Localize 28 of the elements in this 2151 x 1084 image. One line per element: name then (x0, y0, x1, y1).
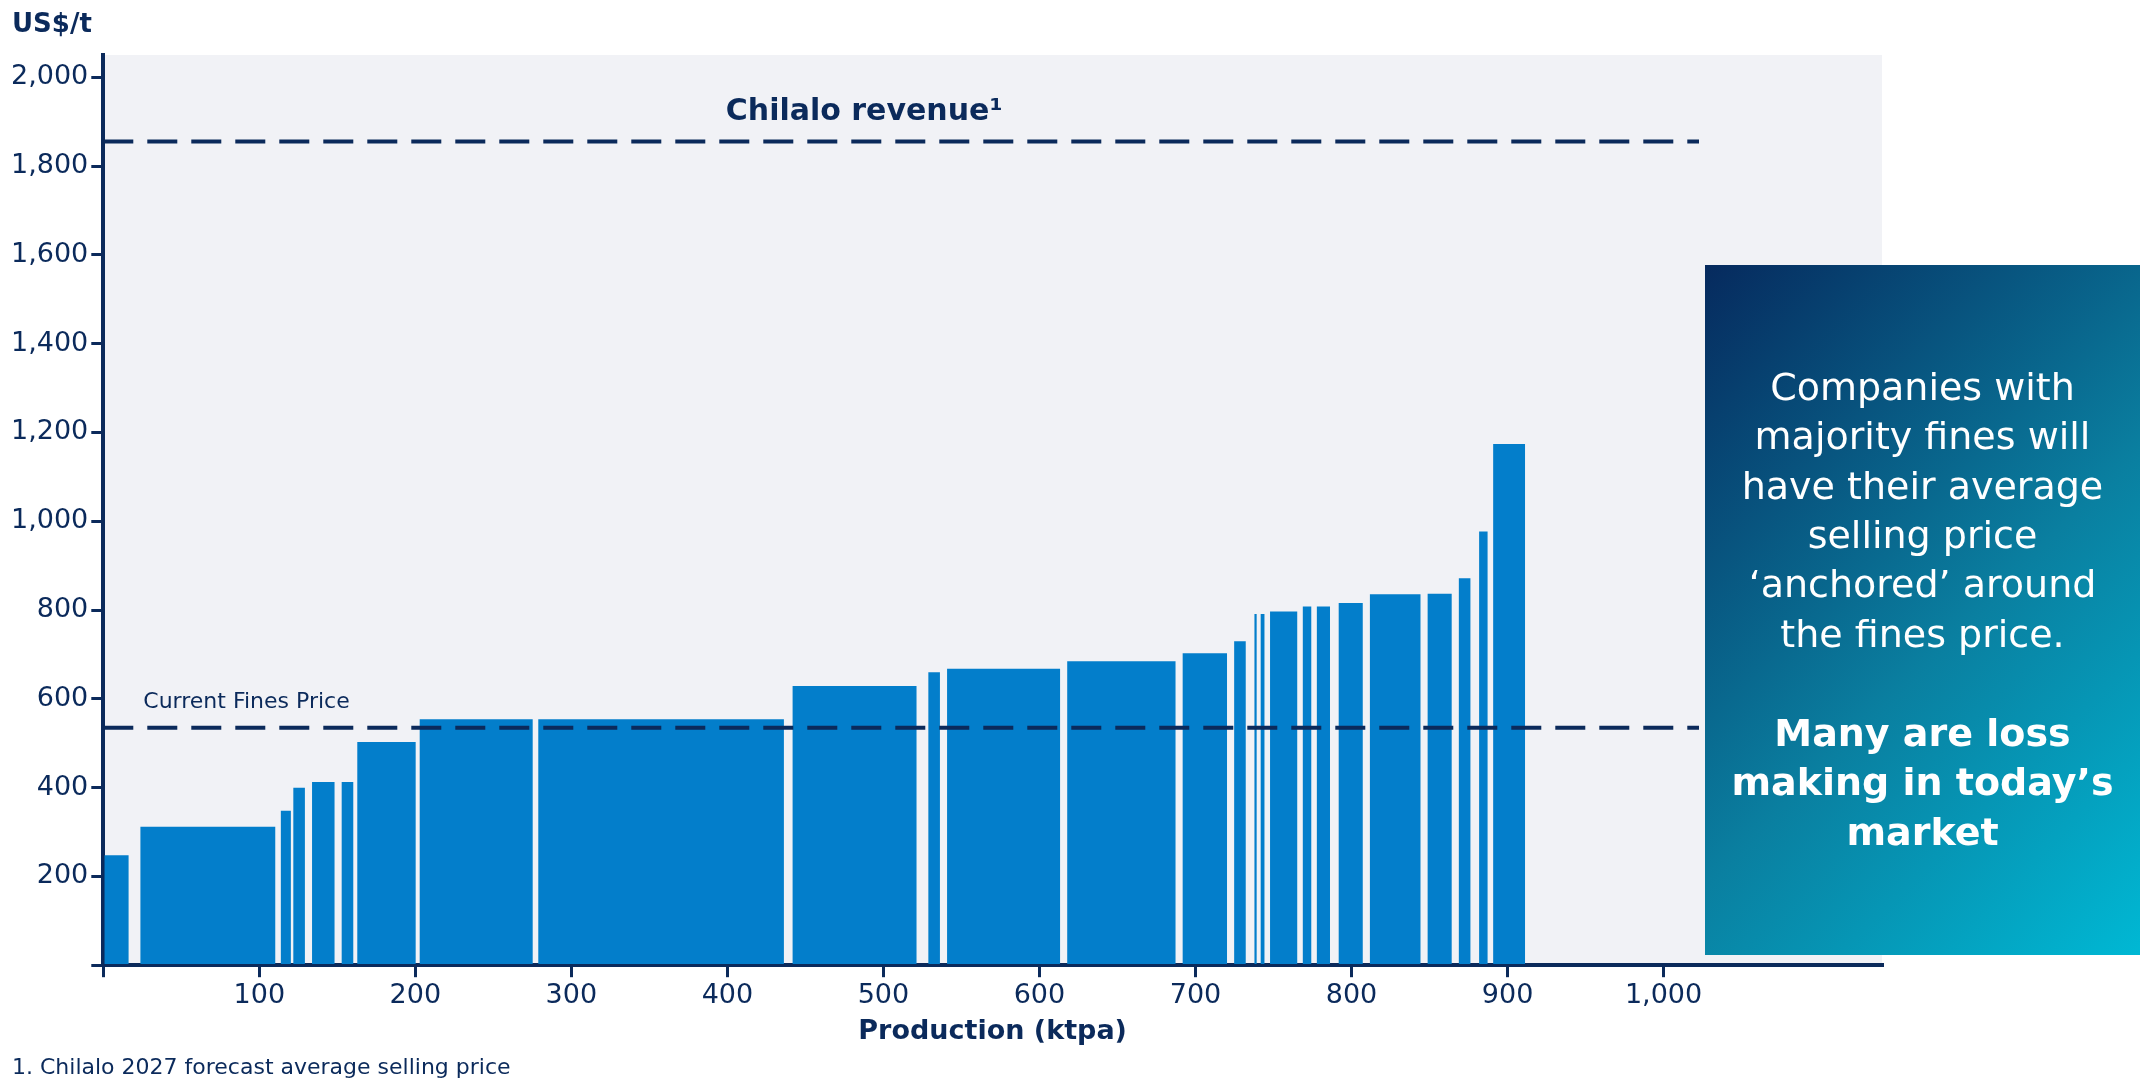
x-tick-label: 300 (545, 978, 598, 1010)
callout-box: Companies with majority fines will have their average selling price ‘anchored’ around the fines price. Many are loss making in today’s market (1705, 265, 2140, 955)
y-axis-title: US$/t (12, 8, 92, 38)
y-tick-label: 800 (36, 592, 89, 624)
x-tick-label: 200 (389, 978, 442, 1010)
x-axis-title: Production (ktpa) (858, 1013, 1127, 1045)
y-tick-label: 1,600 (11, 236, 89, 268)
x-tick-label: 900 (1481, 978, 1534, 1010)
x-tick-label: 100 (233, 978, 286, 1010)
text: 1. Chilalo 2027 forecast average selling price (12, 1054, 511, 1079)
y-tick-label: 1,000 (11, 503, 89, 535)
y-tick-label: 1,400 (11, 325, 89, 357)
x-tick-label: 600 (1013, 978, 1066, 1010)
x-tick-label: 800 (1325, 978, 1378, 1010)
x-tick-label: 700 (1169, 978, 1222, 1010)
x-tick-label: 500 (857, 978, 910, 1010)
annotation: Companies with majority fines will have their average selling price ‘anchored’ around the fines price. (1740, 363, 2105, 658)
y-tick-label: 2,000 (11, 59, 89, 91)
annotation: Many are loss making in today’s market (1730, 710, 2115, 856)
x-tick-label: 1,000 (1624, 978, 1703, 1010)
ref-line-label: Current Fines Price (143, 688, 350, 714)
y-tick-label: 600 (36, 680, 89, 712)
y-tick-label: 200 (36, 858, 89, 890)
ref-line-label: Chilalo revenue¹ (725, 92, 1003, 128)
y-tick-label: 1,800 (11, 148, 89, 180)
y-tick-label: 1,200 (11, 414, 89, 446)
y-tick-label: 400 (36, 769, 89, 801)
x-tick-label: 400 (701, 978, 754, 1010)
